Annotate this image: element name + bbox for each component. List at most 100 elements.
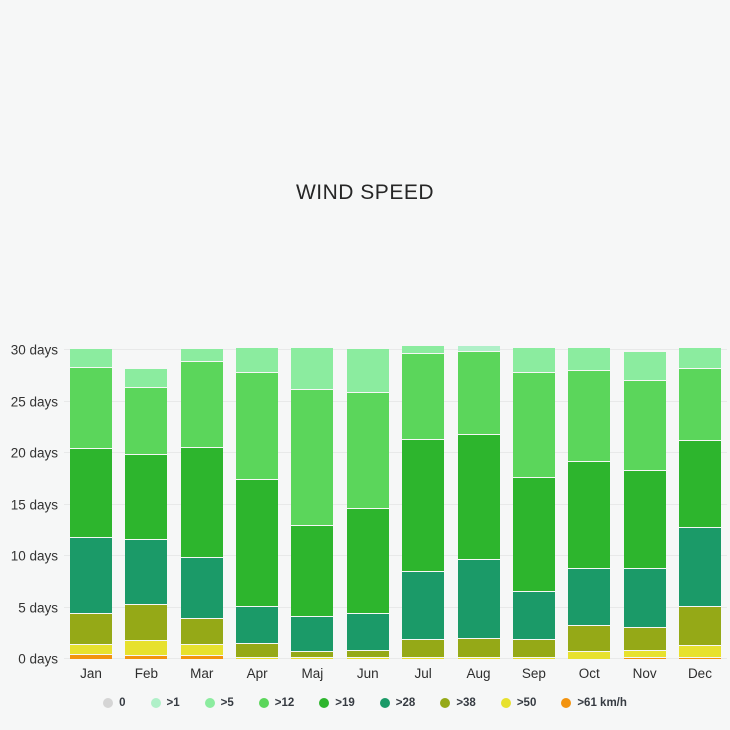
- segment-nov-gt38: [623, 627, 666, 651]
- segment-mar-gt12: [180, 362, 223, 447]
- gridline-5: [64, 606, 727, 608]
- legend-dot-gt61: [561, 698, 572, 708]
- segment-jan-gt5: [70, 348, 112, 367]
- bar-jul: [402, 346, 445, 659]
- y-tick-label-30: 30 days: [10, 342, 58, 358]
- gridline-25: [64, 400, 727, 402]
- segment-jul-gt38: [402, 640, 445, 657]
- plot-area: 0 days 5 days 10 days 15 days 20 days 25 days…: [0, 343, 730, 667]
- segment-mar-gt61: [180, 655, 223, 659]
- y-tick-label-0: 0 days: [18, 651, 58, 667]
- month-label-aug: Aug: [466, 666, 491, 681]
- segment-maj-gt5: [291, 347, 334, 389]
- gridline-0: [64, 658, 727, 659]
- legend-item-gt61: >61 km/h: [561, 697, 627, 709]
- month-label-feb: Feb: [134, 666, 158, 681]
- bar-sep: [512, 347, 555, 659]
- segment-jun-gt50: [346, 657, 389, 659]
- segment-feb-gt28: [125, 539, 168, 605]
- segment-aug-gt28: [457, 559, 500, 638]
- gridline-15: [64, 503, 727, 505]
- segment-mar-gt38: [180, 618, 223, 644]
- segment-jul-gt50: [402, 657, 445, 659]
- segment-sep-gt12: [512, 373, 555, 478]
- month-label-apr: Apr: [246, 666, 268, 681]
- segment-sep-gt50: [512, 657, 555, 659]
- segment-apr-gt50: [236, 657, 279, 659]
- legend-label-gt19: >19: [335, 697, 355, 709]
- segment-nov-gt5: [623, 351, 666, 381]
- segment-nov-gt28: [623, 568, 666, 627]
- segment-feb-gt38: [125, 605, 168, 641]
- bar-dec: [678, 347, 721, 659]
- legend-dot-gt38: [440, 698, 451, 708]
- segment-maj-gt50: [291, 657, 334, 659]
- segment-feb-gt5: [125, 368, 168, 388]
- segment-maj-gt38: [291, 652, 334, 657]
- segment-sep-gt28: [512, 591, 555, 639]
- legend-dot-0: [103, 698, 114, 708]
- segment-oct-gt5: [568, 347, 611, 370]
- legend-item-gt38: >38: [440, 697, 476, 709]
- month-label-mar: Mar: [190, 666, 214, 681]
- bar-apr: [236, 347, 279, 659]
- legend-label-gt38: >38: [456, 697, 476, 709]
- segment-jan-gt50: [70, 644, 112, 654]
- segment-maj-gt28: [291, 617, 334, 652]
- segment-nov-gt19: [623, 471, 666, 568]
- segment-aug-gt1: [457, 346, 500, 351]
- segment-maj-gt19: [291, 525, 334, 617]
- legend-item-0: 0: [103, 697, 126, 709]
- segment-mar-gt19: [180, 447, 223, 558]
- segment-dec-gt5: [678, 347, 721, 369]
- segment-jun-gt12: [346, 392, 389, 509]
- legend-item-gt12: >12: [258, 697, 295, 709]
- legend-dot-gt5: [204, 698, 215, 708]
- segment-sep-gt19: [512, 478, 555, 591]
- month-label-maj: Maj: [301, 666, 324, 681]
- segment-feb-gt61: [125, 655, 168, 659]
- y-tick-label-20: 20 days: [10, 445, 58, 461]
- legend-label-gt61: >61 km/h: [577, 697, 627, 709]
- segment-apr-gt19: [236, 480, 279, 607]
- segment-jun-gt19: [346, 509, 389, 614]
- segment-jan-gt12: [70, 367, 112, 448]
- month-label-sep: Sep: [521, 666, 546, 681]
- legend-label-gt12: >12: [274, 697, 295, 709]
- legend-label-gt1: >1: [166, 697, 180, 709]
- bar-jan: [70, 348, 112, 659]
- bar-jun: [346, 348, 389, 659]
- segment-mar-gt50: [180, 644, 223, 655]
- legend-dot-gt28: [379, 698, 390, 708]
- segment-nov-gt12: [623, 381, 666, 471]
- segment-mar-gt28: [180, 558, 223, 618]
- y-tick-label-5: 5 days: [18, 600, 58, 615]
- segment-nov-gt61: [623, 657, 666, 659]
- segment-aug-gt19: [457, 435, 500, 559]
- legend-label-gt50: >50: [516, 697, 537, 709]
- segment-feb-gt12: [125, 388, 168, 455]
- segment-maj-gt12: [291, 389, 334, 525]
- segment-jan-gt61: [70, 654, 112, 659]
- segment-jan-gt38: [70, 613, 112, 644]
- segment-mar-gt5: [180, 348, 223, 362]
- segment-dec-gt61: [678, 657, 721, 659]
- bar-oct: [568, 347, 611, 659]
- gridline-30: [64, 349, 727, 350]
- gridline-20: [64, 452, 727, 453]
- bar-aug: [457, 346, 500, 659]
- month-label-jul: Jul: [414, 666, 432, 681]
- segment-dec-gt12: [678, 369, 721, 441]
- segment-jun-gt38: [346, 651, 389, 657]
- segment-oct-gt19: [568, 462, 611, 569]
- month-label-oct: Oct: [578, 666, 600, 681]
- bar-feb: [125, 368, 168, 659]
- segment-jul-gt28: [402, 572, 445, 639]
- month-label-nov: Nov: [632, 666, 657, 681]
- month-label-jan: Jan: [80, 666, 102, 681]
- legend-item-gt5: >5: [204, 697, 234, 709]
- legend-item-gt28: >28: [379, 697, 416, 709]
- legend-label-gt28: >28: [395, 697, 416, 709]
- segment-apr-gt5: [236, 347, 279, 373]
- y-tick-label-10: 10 days: [10, 548, 58, 564]
